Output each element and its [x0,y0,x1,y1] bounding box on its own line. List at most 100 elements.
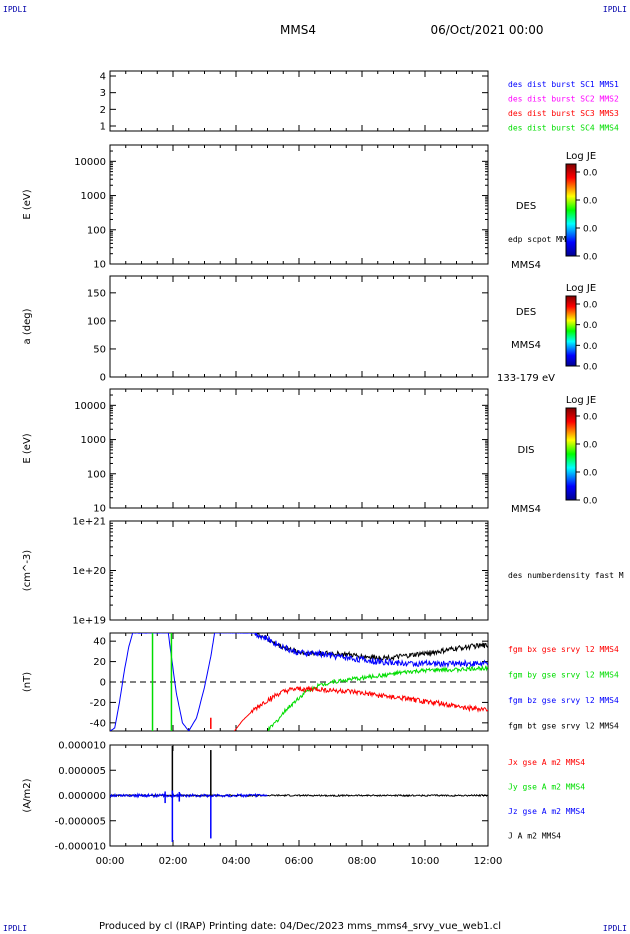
panel-des-pitch: 0 50 100 150 a (deg) DES MMS4 133-179 eV Log JE 0… [22,275,598,384]
panel-frame-dis-energy [109,388,489,509]
panel-des-energy: 10 100 1000 10000 E (eV) DES edp scpot MMS4 MMS… [22,144,598,271]
x-tick-label: 00:00 [96,856,125,867]
legend-entry: des numberdensity fast M [508,571,624,580]
y-tick-label: 1000 [81,435,106,446]
y-tick-label: -20 [90,698,106,709]
side-label: 133-179 eV [497,373,555,384]
legend-entry: des dist burst SC1 MMS1 [508,80,619,89]
legend-entry: Jx gse A m2 MMS4 [508,758,585,767]
colorbar [565,407,577,501]
y-tick-label: 150 [87,288,106,299]
y-axis-label: (nT) [22,672,33,692]
colorbar-tick-label: 0.0 [583,169,598,179]
y-tick-label: 100 [87,316,106,327]
panel-current: -0.000010 -0.000005 0.000000 0.000005 0.0000… [22,741,585,868]
y-tick-label: 50 [93,344,106,355]
corner-label-br: IPDLI [603,924,627,933]
y-tick-label: 0 [100,678,106,689]
panel-density: 1e+19 1e+20 1e+21 (cm^-3) des numberdensity … [22,517,624,627]
y-tick-label: -0.000010 [55,842,106,853]
panel-frame-des-energy [109,144,489,265]
corner-label-tl: IPDLI [3,5,27,14]
colorbar [565,295,577,367]
series-line [110,792,268,799]
y-tick-label: 10 [93,504,106,515]
header-spacecraft: MMS4 [280,23,316,37]
y-tick-label: 1e+20 [72,566,106,577]
legend-entry: Jy gse A m2 MMS4 [508,783,585,792]
y-axis-label: a (deg) [22,308,33,344]
y-axis-label: E (eV) [22,189,33,219]
legend-entry: fgm bz gse srvy l2 MMS4 [508,696,619,705]
y-tick-label: 10000 [74,157,106,168]
y-tick-label: -40 [90,718,106,729]
panel-fgm: -40 -20 0 20 40 (nT) fgm bx gse srvy l2 MMS4 fg… [22,632,619,732]
y-tick-label: 3 [100,88,106,99]
y-axis-label: E (eV) [22,433,33,463]
legend-entry: J A m2 MMS4 [508,832,561,841]
colorbar-tick-label: 0.0 [583,225,598,235]
y-tick-label: 100 [87,225,106,236]
panel-burst: 1 2 3 4 des dist burst SC1 MMS1 des dist burs… [100,70,619,133]
legend-entry: fgm bx gse srvy l2 MMS4 [508,645,619,654]
series-group [110,633,488,731]
y-tick-label: 10000 [74,401,106,412]
side-label: DIS [518,445,535,456]
y-tick-label: 4 [100,72,106,83]
y-tick-label: 0 [100,373,106,384]
panel-frame-density [109,520,489,621]
colorbar [565,163,577,257]
x-tick-label: 12:00 [474,856,503,867]
corner-label-tr: IPDLI [603,5,627,14]
colorbar-title: Log JE [566,283,596,294]
panel-frame-des-pitch [109,275,489,378]
y-tick-label: 10 [93,260,106,271]
colorbar-title: Log JE [566,151,596,162]
panel-frame-burst [109,70,489,132]
y-tick-label: 40 [93,637,106,648]
corner-label-bl: IPDLI [3,924,27,933]
legend-entry: fgm by gse srvy l2 MMS4 [508,671,619,680]
y-tick-label: 1000 [81,191,106,202]
series-line [110,633,488,731]
side-label: DES [516,307,536,318]
y-tick-label: 1 [100,122,106,133]
y-axis-label: (cm^-3) [22,550,33,591]
y-tick-label: 20 [93,657,106,668]
side-label: MMS4 [511,504,541,515]
panel-dis-energy: 10 100 1000 10000 E (eV) DIS MMS4 Log JE 0.0 0.0 0… [22,388,598,515]
colorbar-tick-label: 0.0 [583,413,598,423]
legend-entry: Jz gse A m2 MMS4 [508,807,585,816]
colorbar-tick-label: 0.0 [583,441,598,451]
y-axis-label: (A/m2) [22,778,33,812]
x-tick-label: 04:00 [222,856,251,867]
side-label: MMS4 [511,260,541,271]
y-tick-label: -0.000005 [55,816,106,827]
colorbar-tick-label: 0.0 [583,321,598,331]
series-group [110,746,488,842]
x-tick-label: 02:00 [159,856,188,867]
x-tick-label: 06:00 [285,856,314,867]
y-tick-label: 0.000010 [58,741,106,752]
footer-text: Produced by cl (IRAP) Printing date: 04/… [99,921,501,932]
legend-entry: des dist burst SC3 MMS3 [508,109,619,118]
x-tick-label: 08:00 [348,856,377,867]
y-tick-label: 0.000005 [58,766,106,777]
side-label: edp scpot MMS4 [508,235,576,244]
header-datetime: 06/Oct/2021 00:00 [430,23,543,37]
colorbar-tick-label: 0.0 [583,469,598,479]
side-label: DES [516,201,536,212]
y-tick-label: 2 [100,105,106,116]
series-line [234,685,488,731]
legend-entry: fgm bt gse srvy l2 MMS4 [508,722,619,731]
colorbar-tick-label: 0.0 [583,253,598,263]
colorbar-title: Log JE [566,395,596,406]
colorbar-tick-label: 0.0 [583,497,598,507]
y-tick-label: 100 [87,469,106,480]
series-line [254,633,488,662]
series-line [267,664,488,731]
panels: 1 2 3 4 des dist burst SC1 MMS1 des dist burs… [22,70,624,868]
side-label: MMS4 [511,340,541,351]
colorbar-tick-label: 0.0 [583,342,598,352]
